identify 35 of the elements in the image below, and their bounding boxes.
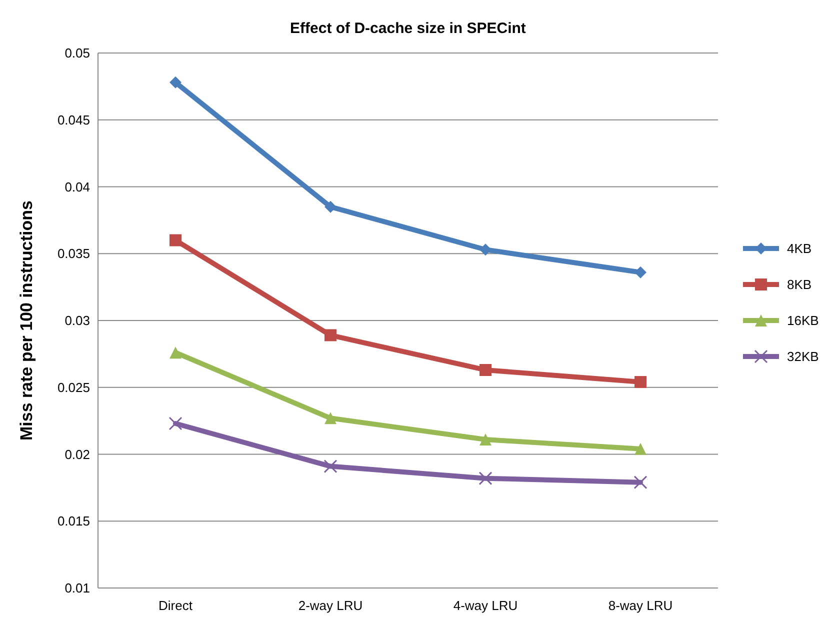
legend-label: 8KB bbox=[787, 277, 812, 292]
point bbox=[170, 234, 182, 246]
point bbox=[324, 200, 336, 213]
x-tick-label: 8-way LRU bbox=[608, 598, 673, 613]
point bbox=[480, 244, 492, 256]
legend-label: 32KB bbox=[787, 349, 819, 364]
point bbox=[634, 442, 646, 455]
y-tick-label: 0.045 bbox=[57, 112, 90, 128]
point bbox=[324, 329, 336, 342]
point bbox=[634, 266, 646, 278]
point bbox=[324, 412, 336, 424]
point bbox=[168, 416, 182, 430]
point bbox=[478, 472, 492, 486]
y-tick-label: 0.04 bbox=[64, 179, 90, 194]
point bbox=[170, 346, 182, 359]
legend-label: 16KB bbox=[787, 313, 819, 328]
point bbox=[480, 434, 492, 446]
y-tick-label: 0.015 bbox=[57, 514, 90, 529]
point bbox=[170, 76, 182, 88]
chart-title: Effect of D-cache size in SPECint bbox=[290, 20, 526, 37]
point bbox=[634, 476, 648, 490]
x-tick-label: Direct bbox=[158, 598, 193, 613]
y-tick-label: 0.025 bbox=[57, 380, 90, 395]
y-tick-label: 0.01 bbox=[64, 580, 90, 596]
point bbox=[480, 364, 492, 376]
y-tick-label: 0.02 bbox=[64, 446, 90, 462]
x-tick-label: 2-way LRU bbox=[298, 598, 363, 613]
y-tick-label: 0.05 bbox=[64, 46, 90, 61]
point bbox=[324, 460, 338, 474]
y-tick-label: 0.03 bbox=[64, 313, 90, 328]
legend-label: 4KB bbox=[787, 241, 812, 256]
y-axis-title: Miss rate per 100 instructions bbox=[17, 200, 36, 440]
x-tick-label: 4-way LRU bbox=[453, 598, 518, 613]
point bbox=[634, 376, 646, 388]
y-tick-label: 0.035 bbox=[57, 246, 90, 262]
